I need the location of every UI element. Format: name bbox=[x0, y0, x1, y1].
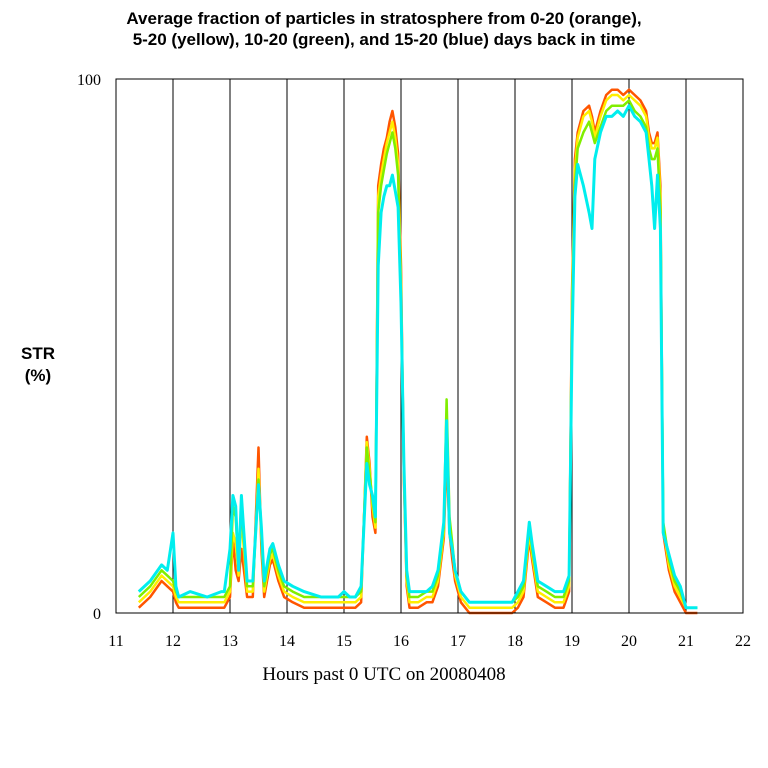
series-group bbox=[137, 88, 698, 615]
chart-title: Average fraction of particles in stratos… bbox=[0, 8, 768, 50]
x-tick-label-16: 16 bbox=[393, 633, 409, 650]
gridlines bbox=[172, 79, 687, 613]
chart-title-line2: 5-20 (yellow), 10-20 (green), and 15-20 … bbox=[132, 30, 636, 49]
x-tick-label-18: 18 bbox=[507, 633, 523, 650]
y-tick-label-100: 100 bbox=[77, 72, 101, 89]
x-tick-label-11: 11 bbox=[108, 633, 123, 650]
x-tick-label-14: 14 bbox=[279, 633, 295, 650]
x-tick-label-22: 22 bbox=[735, 633, 751, 650]
x-axis-label: Hours past 0 UTC on 20080408 bbox=[262, 664, 506, 685]
x-ticks: 11 12 13 14 15 16 17 18 19 20 21 22 bbox=[108, 633, 751, 650]
x-tick-label-17: 17 bbox=[450, 633, 466, 650]
x-tick-label-20: 20 bbox=[621, 633, 637, 650]
y-axis-label: STR (%) bbox=[8, 343, 68, 387]
y-axis-label-line1: STR bbox=[21, 344, 55, 363]
y-ticks: 0 100 bbox=[77, 72, 101, 623]
x-tick-label-13: 13 bbox=[222, 633, 238, 650]
series-line-3 bbox=[137, 99, 698, 609]
x-tick-label-19: 19 bbox=[564, 633, 580, 650]
y-axis-label-line2: (%) bbox=[24, 366, 52, 385]
x-tick-label-15: 15 bbox=[336, 633, 352, 650]
plot-frame bbox=[115, 78, 744, 614]
series-line-4 bbox=[137, 104, 698, 610]
chart-title-line1: Average fraction of particles in stratos… bbox=[126, 9, 642, 28]
x-tick-label-12: 12 bbox=[165, 633, 181, 650]
x-tick-label-21: 21 bbox=[678, 633, 694, 650]
y-tick-label-0: 0 bbox=[93, 606, 101, 623]
series-line-2 bbox=[137, 93, 698, 609]
series-line-1 bbox=[137, 88, 698, 615]
